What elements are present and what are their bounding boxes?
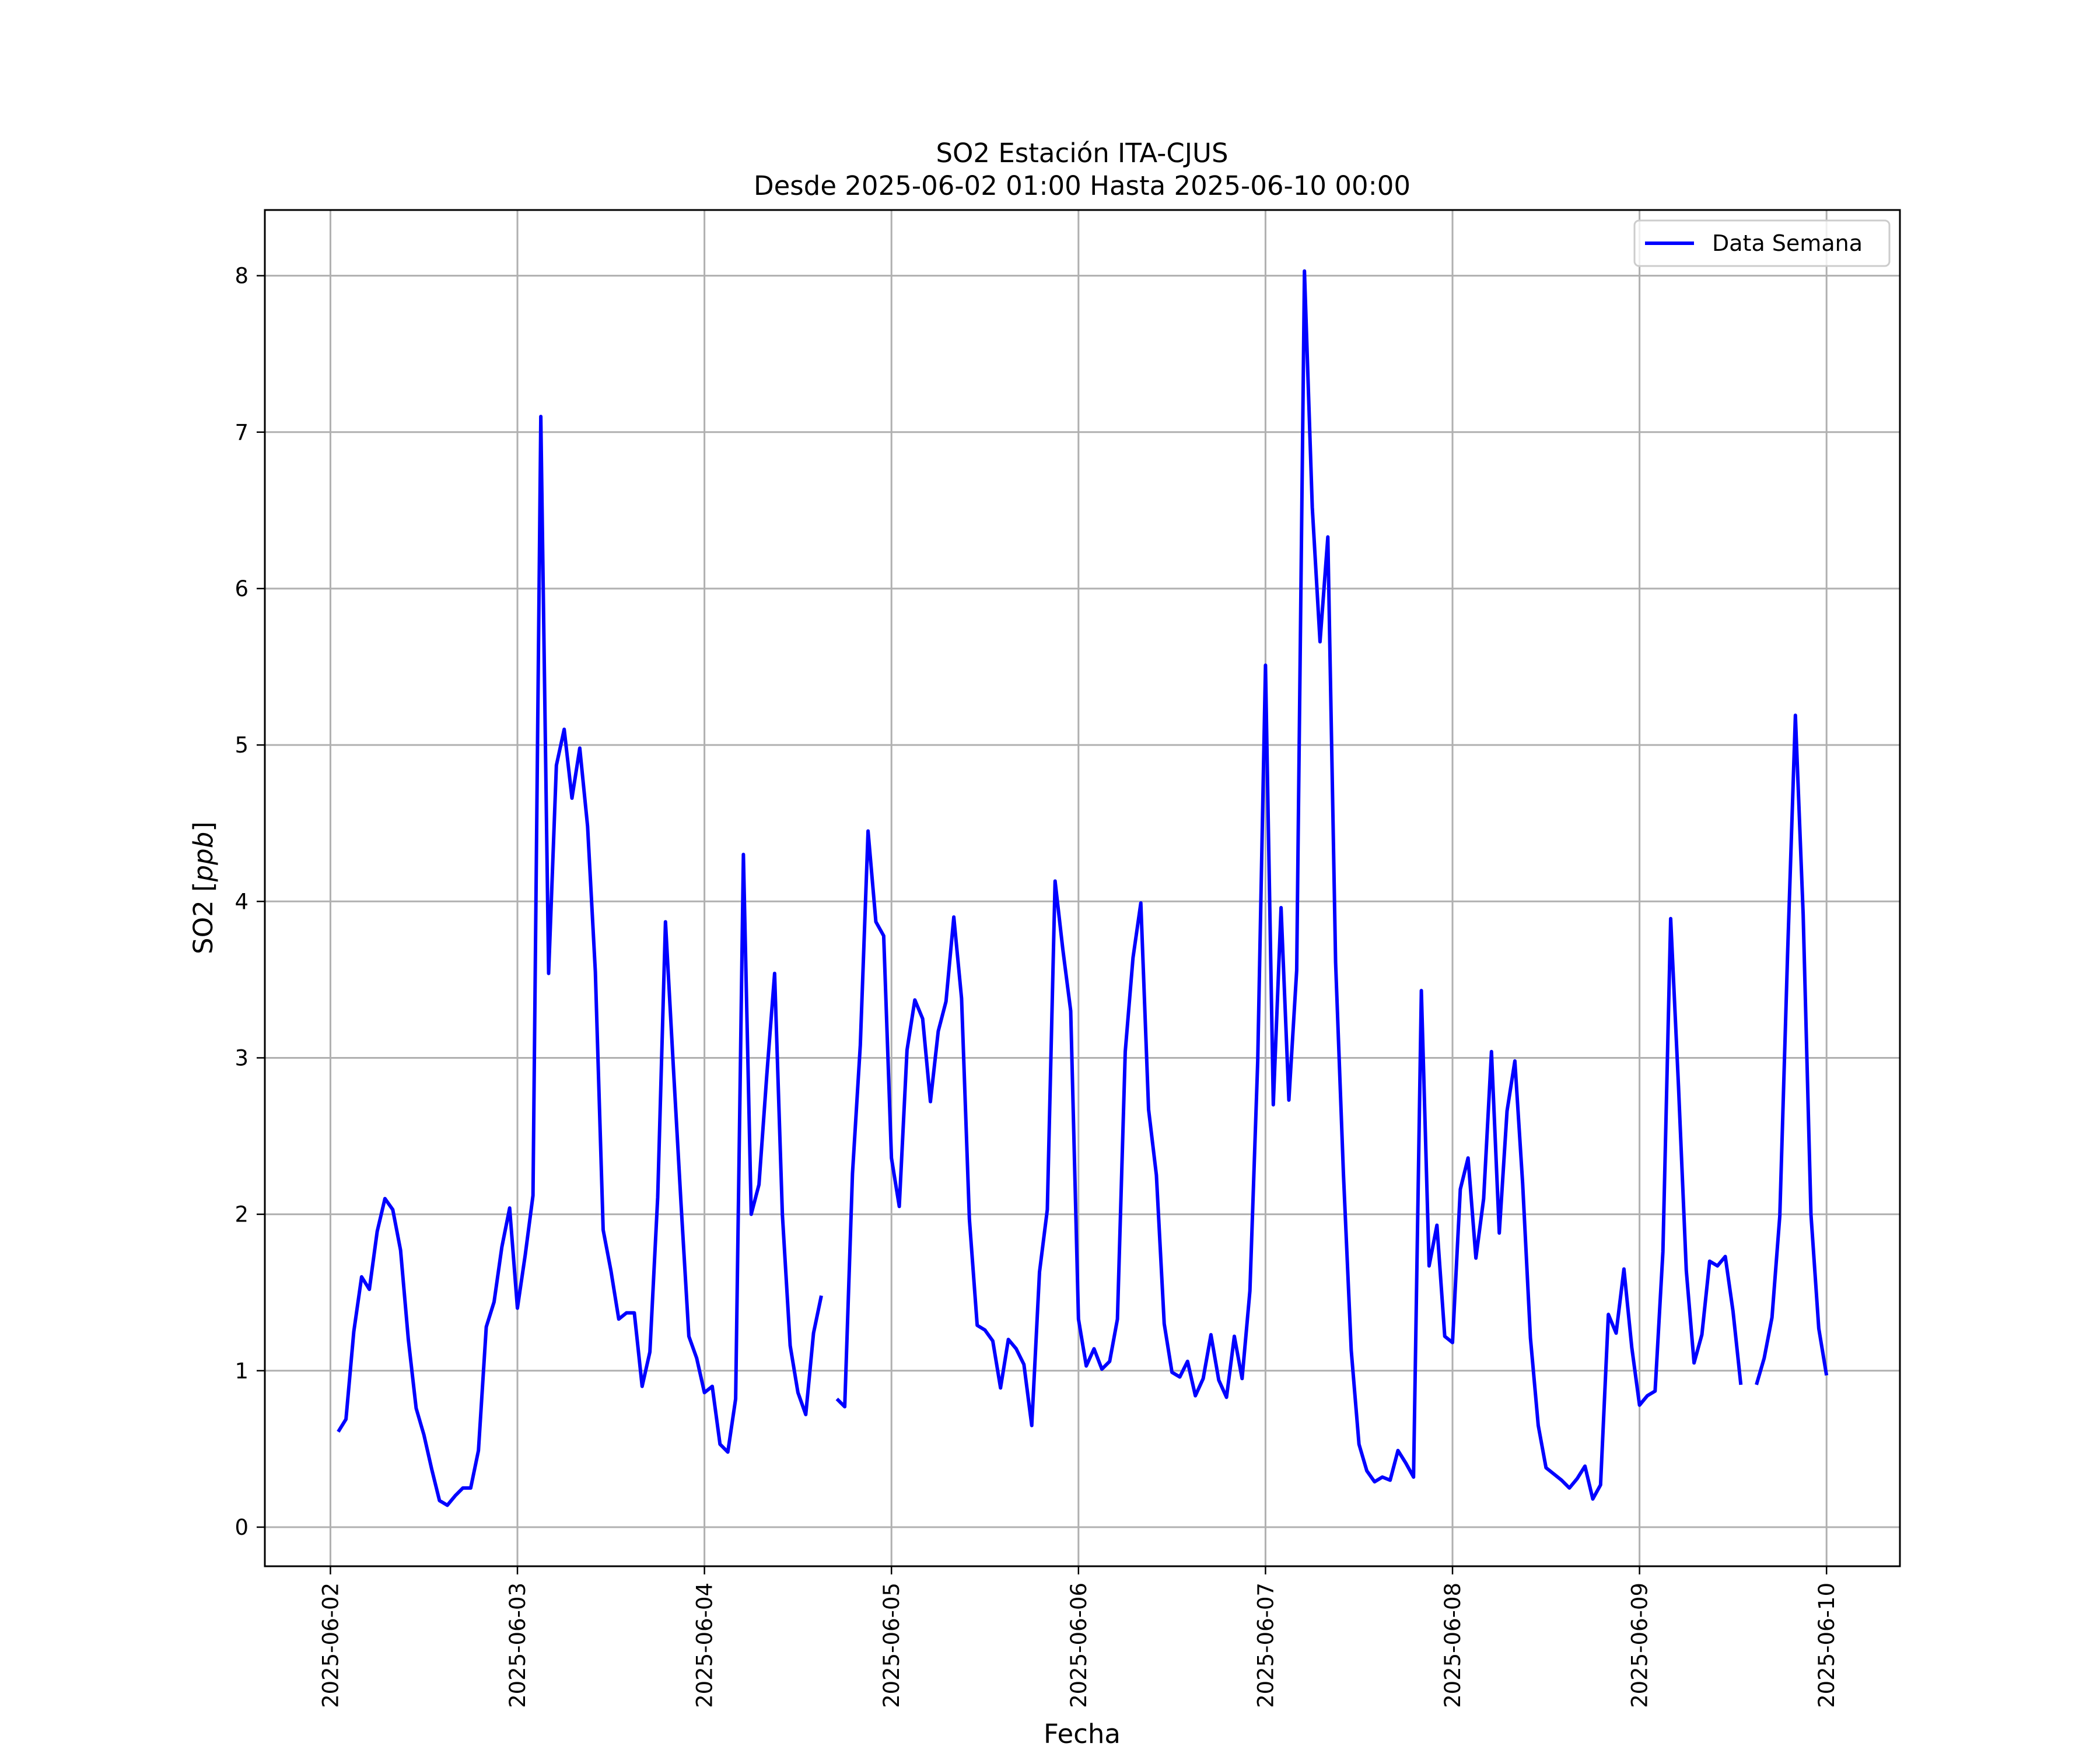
y-tick-label: 8 — [235, 264, 249, 289]
chart-subtitle: Desde 2025-06-02 01:00 Hasta 2025-06-10 … — [754, 170, 1410, 201]
series-line-segment — [337, 415, 823, 1507]
axis-ticks: 2025-06-02 2025-06-03 2025-06-04 2025-06-05… — [235, 264, 1839, 1708]
grid — [265, 210, 1900, 1566]
x-tick-label: 2025-06-10 — [1814, 1583, 1839, 1708]
x-tick-label: 2025-06-04 — [692, 1583, 718, 1708]
x-tick-label: 2025-06-07 — [1253, 1583, 1278, 1708]
x-tick-label: 2025-06-06 — [1066, 1583, 1091, 1708]
y-tick-label: 0 — [235, 1515, 249, 1540]
y-tick-label: 6 — [235, 576, 249, 601]
x-tick-label: 2025-06-09 — [1628, 1583, 1653, 1708]
series-line-segment — [835, 269, 1743, 1501]
y-axis-label-prefix: SO2 [ — [188, 881, 219, 954]
chart-title: SO2 Estación ITA-CJUS — [936, 138, 1228, 169]
y-tick-label: 7 — [235, 420, 249, 445]
y-tick-label: 1 — [235, 1359, 249, 1384]
y-axis-label-suffix: ] — [188, 821, 219, 832]
series-line-segment — [1755, 713, 1829, 1385]
x-tick-label: 2025-06-03 — [505, 1583, 530, 1708]
x-tick-label: 2025-06-08 — [1440, 1583, 1465, 1708]
y-tick-label: 2 — [235, 1202, 249, 1227]
x-tick-label: 2025-06-05 — [879, 1583, 904, 1708]
y-tick-label: 4 — [235, 889, 249, 914]
y-tick-label: 5 — [235, 733, 249, 758]
x-axis-label: Fecha — [1044, 1718, 1121, 1749]
y-axis-label-unit: ppb — [188, 832, 219, 883]
y-axis-label: SO2 [ppb] — [188, 821, 219, 954]
series-data-semana — [337, 269, 1829, 1507]
legend: Data Semana — [1633, 219, 1891, 267]
y-tick-label: 3 — [235, 1045, 249, 1070]
plot-frame — [264, 209, 1901, 1567]
legend-box — [1633, 219, 1891, 267]
legend-label-data-semana: Data Semana — [1712, 230, 1863, 256]
x-tick-label: 2025-06-02 — [318, 1583, 343, 1708]
